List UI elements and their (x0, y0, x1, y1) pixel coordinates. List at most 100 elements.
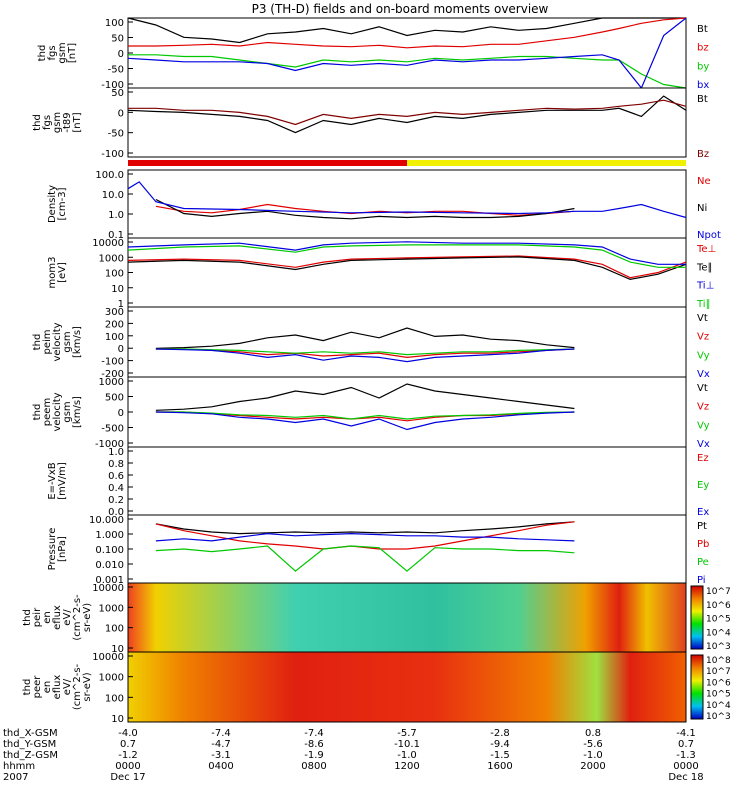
legend-label: Pe (697, 557, 709, 568)
y-axis-label: mom3 (47, 257, 58, 289)
y-tick-label: 1 (118, 299, 124, 310)
panel-7: Pt Pb Pe Pi 10.000 1.000 0.100 0.010 0.001 Pressu… (47, 514, 709, 586)
legend-label: Bt (697, 24, 708, 35)
x-tick-label: 1200 (394, 761, 419, 772)
y-axis-label: (cm^2-s- (72, 663, 83, 710)
y-tick-label: -100 (101, 357, 124, 368)
heatmap-field (128, 652, 686, 722)
legend-label: Ti⊥ (696, 281, 714, 292)
panel-6: Ez Ey Ex 1.00.80.60.40.20.0 E=-VxB [mV/m] (47, 446, 709, 518)
legend-label: Ey (697, 480, 709, 491)
x-row-label: thd_Z-GSM (3, 750, 58, 761)
colorbar-tick-label: 10^7 (706, 587, 731, 597)
x-tick-label: -1.9 (304, 750, 324, 761)
series-line-Vy (155, 348, 575, 356)
colorbar (690, 654, 704, 720)
colorbar-tick-label: 10^5 (706, 690, 731, 700)
x-tick-label: 0400 (208, 761, 233, 772)
legend-label: by (697, 61, 709, 72)
y-axis-label: [eV] (57, 262, 68, 283)
panel-frame (127, 169, 687, 239)
y-axis-label: gsm (52, 112, 63, 133)
y-tick-label: 10 (111, 644, 124, 655)
y-tick-label: 0 (118, 49, 124, 60)
y-tick-label: 0.0 (108, 507, 124, 518)
legend-label: Ti∥ (696, 299, 711, 310)
series-line-Te⊥ (127, 255, 687, 279)
series-line-Te∥ (127, 256, 687, 281)
x-axis-labels: thd_X-GSM -4.0 -7.4 -7.4 -5.7 -2.8 0.8 -4.1 thd_… (3, 728, 704, 783)
y-tick-label: 1000 (99, 377, 124, 388)
y-tick-label: 1000 (99, 673, 124, 684)
panel-1: Bt Bz 50 0 -50 -100 thd fgs gsm -t89 [nT] (32, 87, 709, 160)
x-tick-label: -7.4 (304, 728, 324, 739)
y-tick-label: -100 (101, 149, 124, 160)
legend-label: Pt (697, 521, 707, 532)
y-axis-label: -t89 (62, 112, 73, 132)
colorbar-tick-label: 10^3 (706, 642, 731, 652)
y-tick-label: 0 (118, 108, 124, 119)
legend-label: Vz (697, 332, 709, 343)
y-axis-label: thd (37, 45, 48, 62)
legend-label: Ez (697, 453, 709, 464)
x-tick-label: 0.7 (678, 739, 694, 750)
legend-label: Vt (697, 313, 708, 324)
y-axis-label: [km/s] (72, 326, 83, 358)
heatmap-field (128, 583, 686, 652)
x-tick-label: Dec 18 (668, 772, 703, 783)
x-tick-label: 0.8 (585, 728, 601, 739)
legend-label: bz (697, 43, 709, 54)
y-tick-label: 0 (118, 408, 124, 419)
y-axis-label: Pressure (47, 528, 58, 571)
y-tick-label: 0.6 (108, 471, 124, 482)
y-axis-label: [nT] (67, 43, 78, 63)
y-axis-label: (cm^2-s- (72, 594, 83, 641)
y-tick-label: 0.100 (95, 545, 124, 556)
panel-5: Vt Vz Vy Vx 1000 500 0 -500 -1000 thd peem velocity… (32, 376, 710, 450)
x-tick-label: 2000 (580, 761, 605, 772)
y-axis-label: peim (42, 329, 53, 354)
x-tick-label: -2.8 (490, 728, 510, 739)
series-line-Ni (155, 198, 575, 220)
y-tick-label: 0.1 (108, 230, 124, 241)
y-axis-label: gsm (62, 401, 73, 422)
x-tick-label: 0000 (115, 761, 140, 772)
panel-frame (127, 237, 687, 308)
y-axis-label: [nPa] (57, 536, 68, 562)
panel-frame (127, 17, 687, 89)
series-line-Ti∥ (127, 244, 686, 268)
legend-label: Te⊥ (696, 244, 716, 255)
x-tick-label: -1.0 (583, 750, 603, 761)
y-axis-label: [mV/m] (57, 462, 68, 500)
y-tick-label: 0.4 (108, 483, 124, 494)
panel-2: Ne Ni Npot 100.0 10.0 1.0 0.1 Density [cm-3] (47, 169, 721, 241)
y-axis-label: sr-eV) (82, 672, 93, 701)
y-tick-label: 1000 (99, 253, 124, 264)
y-tick-label: -50 (108, 129, 124, 140)
panel-3: Te⊥ Te∥ Ti⊥ Ti∥ 10000 1000 100 10 1 mom3 [eV] (47, 237, 716, 310)
y-axis-label: eV/ (62, 678, 73, 695)
x-tick-label: -1.0 (397, 750, 417, 761)
y-axis-label: peem (42, 398, 53, 426)
panel-frame (127, 651, 687, 723)
y-tick-label: 100 (105, 18, 124, 29)
series-line-by (128, 54, 687, 89)
legend-label: Ne (697, 176, 711, 187)
x-row-label: hhmm (3, 761, 35, 772)
series-line-Npot (127, 181, 687, 219)
colorbar-tick-label: 10^3 (706, 712, 731, 722)
series-line-Bt (127, 95, 687, 134)
y-tick-label: -50 (108, 65, 124, 76)
figure-title: P3 (TH-D) fields and on-board moments ov… (252, 2, 549, 16)
y-axis-label: eV/ (62, 609, 73, 626)
y-tick-label: 1.0 (108, 447, 124, 458)
series-line-Pt (155, 521, 575, 535)
y-tick-label: 1.0 (108, 210, 124, 221)
y-tick-label: -100 (101, 80, 124, 91)
legend-label: Npot (697, 230, 721, 241)
y-axis-label: velocity (52, 392, 63, 431)
status-bar-yellow (407, 160, 686, 166)
series-line-bx (127, 17, 687, 90)
